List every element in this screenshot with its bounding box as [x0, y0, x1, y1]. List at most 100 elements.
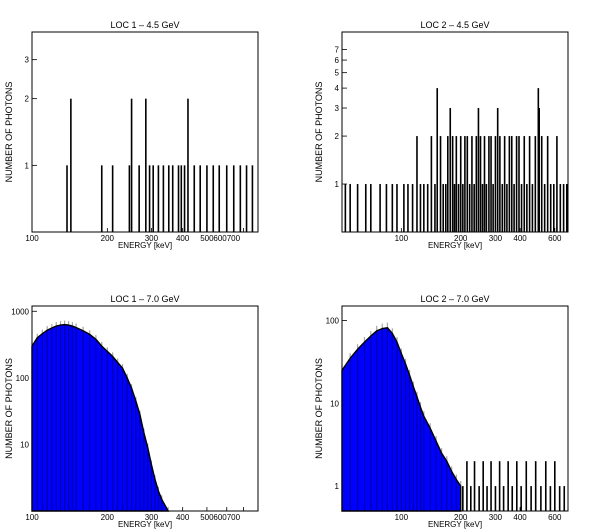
- histogram-bar: [232, 511, 235, 512]
- distribution-bin: [121, 364, 124, 511]
- histogram-bar: [537, 88, 540, 232]
- histogram-bar: [506, 184, 508, 232]
- histogram-bar: [496, 108, 499, 232]
- histogram-bar: [540, 136, 543, 232]
- histogram-bar: [181, 511, 184, 512]
- histogram-bar: [544, 461, 547, 511]
- histogram-bar: [66, 165, 68, 232]
- panel-loc1-70gev: LOC 1 – 7.0 GeV ENERGY [keV] NUMBER OF PHO…: [4, 294, 259, 529]
- histogram-bar: [556, 136, 558, 232]
- histogram-bar: [515, 136, 518, 232]
- chart-title: LOC 2 – 7.0 GeV: [420, 294, 489, 304]
- distribution-bin: [412, 381, 414, 511]
- distribution-bin: [435, 436, 437, 511]
- histogram-bar: [513, 184, 515, 232]
- histogram-bar: [241, 511, 243, 512]
- distribution-bin: [376, 325, 378, 511]
- distribution-bin: [150, 460, 153, 511]
- histogram-bar: [520, 184, 523, 232]
- histogram-bar: [407, 184, 409, 232]
- distribution-bin: [154, 475, 156, 511]
- histogram-bar: [436, 88, 439, 232]
- distribution-bin: [135, 396, 137, 511]
- histogram-bar: [145, 98, 147, 233]
- histogram-bar: [479, 136, 482, 232]
- histogram-bar: [492, 184, 494, 232]
- histogram-bar: [426, 184, 429, 232]
- y-axis-label: NUMBER OF PHOTONS: [4, 358, 14, 459]
- distribution-area: [341, 326, 462, 512]
- histogram-bar: [180, 165, 183, 232]
- histogram-bar: [507, 461, 509, 511]
- histogram-bar: [526, 184, 528, 232]
- distribution-bin: [357, 344, 359, 511]
- histogram-bar: [546, 136, 549, 232]
- histogram-bar: [447, 136, 449, 232]
- histogram-bar: [111, 165, 114, 232]
- histogram-bar: [525, 461, 528, 511]
- x-tick-label: 300: [489, 234, 503, 243]
- y-tick-label: 5: [335, 69, 340, 78]
- histogram-bar: [473, 461, 476, 511]
- distribution-bin: [82, 326, 84, 511]
- histogram-bar: [559, 184, 562, 232]
- x-tick-label: 500: [200, 234, 214, 243]
- histogram-bar: [565, 184, 568, 232]
- histogram-bar: [364, 184, 367, 232]
- histogram-bar: [534, 136, 537, 232]
- histogram-bar: [457, 184, 460, 232]
- histogram-bar: [225, 511, 228, 512]
- y-tick-label: 10: [20, 440, 29, 449]
- y-tick-label: 10: [330, 399, 339, 408]
- histogram-bar: [558, 486, 561, 511]
- histogram-bar: [510, 136, 513, 232]
- histogram-bar: [245, 165, 248, 232]
- distribution-bin: [455, 474, 457, 511]
- x-tick-label: 400: [176, 234, 190, 243]
- distribution-bin: [341, 365, 343, 511]
- distribution-bin: [139, 410, 141, 511]
- distribution-bin: [370, 331, 372, 511]
- distribution-bin: [46, 326, 48, 511]
- histogram-bar: [481, 184, 484, 232]
- histogram-bar: [563, 486, 566, 511]
- x-tick-label: 200: [101, 234, 115, 243]
- histogram-bar: [396, 184, 398, 232]
- distribution-bin: [446, 456, 448, 511]
- histogram-bar: [218, 511, 221, 512]
- distribution-bin: [167, 506, 169, 511]
- distribution-bin: [157, 486, 160, 511]
- histogram-bar: [442, 184, 444, 232]
- histogram-bar: [177, 165, 180, 232]
- x-tick-label: 600700: [213, 234, 240, 243]
- histogram-bar: [488, 136, 490, 232]
- distribution-bin: [31, 342, 33, 511]
- histogram-bar: [508, 136, 511, 232]
- histogram-bar: [455, 136, 458, 232]
- histogram-bar: [411, 184, 414, 232]
- histogram-bar: [482, 461, 484, 511]
- panel-loc2-70gev: LOC 2 – 7.0 GeV ENERGY [keV] NUMBER OF PHO…: [314, 294, 569, 529]
- histogram-bar: [225, 165, 228, 232]
- x-tick-label: 200: [454, 234, 468, 243]
- distribution-bin: [363, 337, 366, 511]
- histogram-bar: [471, 136, 473, 232]
- histogram-bar: [379, 184, 381, 232]
- histogram-bar: [206, 165, 208, 232]
- histogram-bar: [251, 165, 254, 232]
- histogram-bar: [466, 136, 469, 232]
- histogram-bar: [534, 461, 537, 511]
- histogram-bar: [391, 184, 394, 232]
- x-tick-label: 100: [395, 513, 409, 522]
- distribution-bin: [59, 321, 62, 511]
- histogram-bar: [462, 486, 464, 511]
- y-tick-label: 3: [25, 56, 30, 65]
- histogram-bar: [444, 184, 447, 232]
- histogram-bar: [218, 165, 221, 232]
- y-tick-label: 3: [335, 104, 340, 113]
- histogram-bar: [518, 136, 520, 232]
- distribution-bin: [75, 323, 77, 511]
- histogram-bar: [543, 184, 546, 232]
- histogram-bar: [416, 136, 418, 232]
